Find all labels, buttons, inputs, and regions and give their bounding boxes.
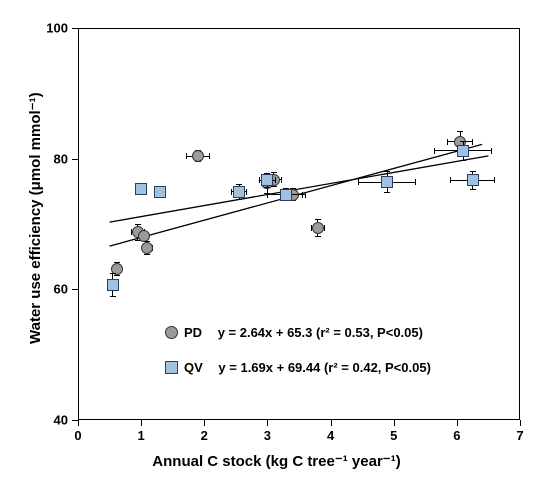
y-tick-label: 60 [54,282,68,297]
chart-svg [0,0,553,501]
point-qv [280,189,292,201]
trend-line-qv [110,156,489,222]
x-tick-label: 6 [453,428,460,443]
point-qv [233,186,245,198]
y-tick-label: 100 [46,21,68,36]
x-axis-label: Annual C stock (kg C tree⁻¹ year⁻¹) [0,452,553,470]
x-tick-label: 3 [264,428,271,443]
point-qv [457,145,469,157]
point-qv [154,186,166,198]
x-tick-label: 0 [74,428,81,443]
point-qv [381,176,393,188]
point-pd [312,222,324,234]
point-pd [138,230,150,242]
y-axis-label: Water use efficiency (μmol mmol⁻¹) [26,92,44,344]
chart-container: Annual C stock (kg C tree⁻¹ year⁻¹) Wate… [0,0,553,501]
square-icon [165,361,178,374]
legend-pd-name: PD [184,325,202,340]
legend-qv: QV y = 1.69x + 69.44 (r² = 0.42, P<0.05) [165,360,431,375]
y-tick-label: 80 [54,151,68,166]
point-qv [467,174,479,186]
y-tick-label: 40 [54,413,68,428]
circle-icon [165,326,178,339]
point-qv [107,279,119,291]
x-tick-label: 7 [516,428,523,443]
legend-pd: PD y = 2.64x + 65.3 (r² = 0.53, P<0.05) [165,325,423,340]
legend-pd-eq: y = 2.64x + 65.3 (r² = 0.53, P<0.05) [218,325,423,340]
x-tick-label: 4 [327,428,334,443]
point-qv [261,174,273,186]
point-pd [141,242,153,254]
x-tick-label: 2 [201,428,208,443]
legend-qv-name: QV [184,360,203,375]
x-tick-label: 5 [390,428,397,443]
legend-qv-eq: y = 1.69x + 69.44 (r² = 0.42, P<0.05) [218,360,431,375]
x-tick-label: 1 [138,428,145,443]
point-qv [135,183,147,195]
point-pd [192,150,204,162]
